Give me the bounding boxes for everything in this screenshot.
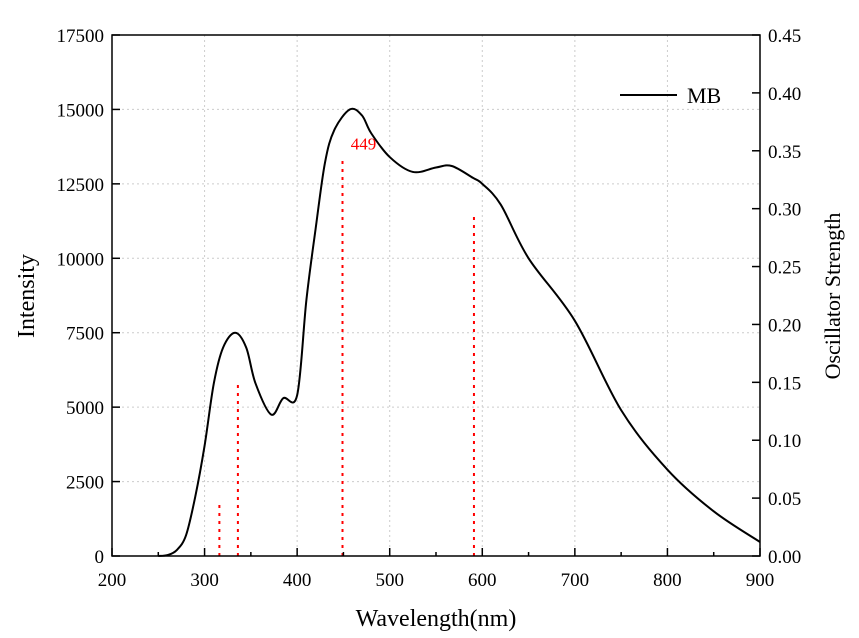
y2-tick-label: 0.20 <box>768 315 801 336</box>
y2-axis-label: Oscillator Strength <box>820 213 845 380</box>
x-tick-label: 300 <box>190 570 219 591</box>
y-tick-label: 17500 <box>57 26 105 47</box>
x-tick-label: 600 <box>468 570 497 591</box>
y2-tick-label: 0.05 <box>768 489 801 510</box>
y-axis-label: Intensity <box>14 254 40 338</box>
x-tick-label: 200 <box>98 570 127 591</box>
x-axis-label: Wavelength(nm) <box>356 606 517 632</box>
y2-tick-label: 0.40 <box>768 84 801 105</box>
series-line-MB <box>158 107 761 557</box>
y-tick-label: 12500 <box>57 175 105 196</box>
x-tick-label: 500 <box>375 570 404 591</box>
y2-tick-label: 0.00 <box>768 547 801 568</box>
x-tick-label: 400 <box>283 570 312 591</box>
y-tick-label: 2500 <box>66 473 104 494</box>
plot-frame <box>111 34 761 557</box>
peak-annotation: 449 <box>351 135 377 154</box>
y-tick-label: 15000 <box>57 100 105 121</box>
y2-tick-label: 0.25 <box>768 258 801 279</box>
y2-tick-label: 0.35 <box>768 142 801 163</box>
x-tick-label: 900 <box>746 570 775 591</box>
y-tick-label: 7500 <box>66 324 104 345</box>
legend-label: MB <box>687 83 721 108</box>
y2-tick-label: 0.15 <box>768 373 801 394</box>
y2-tick-label: 0.10 <box>768 431 801 452</box>
y-tick-label: 0 <box>95 547 105 568</box>
y-tick-label: 5000 <box>66 398 104 419</box>
y2-tick-label: 0.30 <box>768 200 801 221</box>
x-tick-label: 800 <box>653 570 682 591</box>
y-tick-label: 10000 <box>57 249 105 270</box>
grid <box>112 35 760 556</box>
y2-tick-label: 0.45 <box>768 26 801 47</box>
x-tick-label: 700 <box>561 570 590 591</box>
